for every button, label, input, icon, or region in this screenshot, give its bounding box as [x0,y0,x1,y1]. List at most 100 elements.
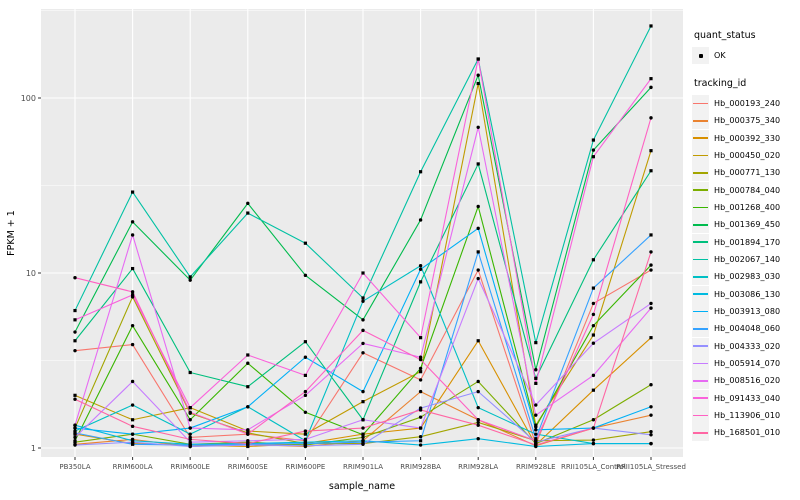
data-point[interactable] [361,351,365,355]
data-point[interactable] [303,432,307,436]
data-point[interactable] [131,442,135,446]
legend-entry-Hb_000193_240[interactable]: Hb_000193_240 [692,95,798,112]
data-point[interactable] [419,336,423,340]
data-point[interactable] [591,155,595,159]
data-point[interactable] [73,330,77,334]
data-point[interactable] [649,306,653,310]
legend-entry-Hb_113906_010[interactable]: Hb_113906_010 [692,406,798,424]
legend-entry-Hb_002067_140[interactable]: Hb_002067_140 [692,250,798,268]
data-point[interactable] [591,323,596,328]
data-point[interactable] [649,116,653,120]
data-point[interactable] [591,426,596,430]
data-point[interactable] [476,81,480,86]
data-point[interactable] [476,162,480,166]
legend-entry-Hb_168501_010[interactable]: Hb_168501_010 [692,424,798,442]
data-point[interactable] [591,441,596,446]
data-point[interactable] [73,348,77,353]
data-point[interactable] [73,308,77,313]
data-point[interactable] [246,441,250,446]
data-point[interactable] [73,339,77,343]
data-point[interactable] [361,389,365,394]
data-point[interactable] [73,423,77,427]
legend-entry-Hb_000375_340[interactable]: Hb_000375_340 [692,112,798,130]
data-point[interactable] [649,77,653,81]
data-point[interactable] [361,426,365,430]
data-point[interactable] [476,437,480,441]
data-point[interactable] [476,57,480,61]
data-point[interactable] [130,440,135,444]
data-point[interactable] [361,433,365,437]
legend-entry-Hb_000392_330[interactable]: Hb_000392_330 [692,129,798,147]
data-point[interactable] [303,444,308,448]
data-point[interactable] [130,342,135,347]
data-point[interactable] [130,424,135,429]
data-point[interactable] [303,241,307,245]
data-point[interactable] [303,437,308,442]
data-point[interactable] [534,437,538,441]
data-point[interactable] [591,258,595,262]
data-point[interactable] [73,318,77,322]
data-point[interactable] [649,169,653,173]
data-point[interactable] [188,275,192,279]
data-point[interactable] [73,393,77,397]
legend-entry-Hb_001894_170[interactable]: Hb_001894_170 [692,233,798,251]
data-point[interactable] [534,376,538,380]
data-point[interactable] [303,410,308,414]
data-point[interactable] [246,432,250,436]
data-point[interactable] [534,423,538,427]
data-point[interactable] [188,410,192,414]
data-point[interactable] [534,428,538,432]
data-point[interactable] [649,24,653,28]
data-point[interactable] [649,250,653,254]
data-point[interactable] [246,201,250,206]
data-point[interactable] [361,418,365,422]
data-point[interactable] [131,418,135,422]
data-point[interactable] [534,341,538,345]
data-point[interactable] [130,379,135,384]
data-point[interactable] [476,125,480,130]
data-point[interactable] [418,366,423,371]
data-point[interactable] [649,429,653,434]
data-point[interactable] [246,439,250,443]
data-point[interactable] [418,408,423,412]
legend-entry-Hb_002983_030[interactable]: Hb_002983_030 [692,268,798,286]
data-point[interactable] [591,301,596,306]
data-point[interactable] [649,301,653,306]
data-point[interactable] [476,276,480,281]
data-point[interactable] [303,389,308,394]
data-point[interactable] [534,432,538,436]
data-point[interactable] [591,388,595,392]
data-point[interactable] [649,382,653,387]
data-point[interactable] [649,336,653,340]
data-point[interactable] [418,378,423,382]
data-point[interactable] [73,397,77,401]
legend-entry-Hb_008516_020[interactable]: Hb_008516_020 [692,372,798,390]
legend-entry-Hb_001369_450[interactable]: Hb_001369_450 [692,216,798,234]
data-point[interactable] [591,138,595,142]
data-point[interactable] [591,373,596,378]
data-point[interactable] [246,211,250,215]
data-point[interactable] [534,403,538,407]
data-point[interactable] [649,413,653,417]
data-point[interactable] [476,420,480,425]
legend-entry-Hb_000450_020[interactable]: Hb_000450_020 [692,146,798,164]
data-point[interactable] [418,443,423,447]
data-point[interactable] [130,290,135,294]
data-point[interactable] [591,333,595,337]
data-point[interactable] [591,418,596,422]
legend-entry-Hb_005914_070[interactable]: Hb_005914_070 [692,354,798,372]
data-point[interactable] [534,425,538,429]
data-point[interactable] [188,370,192,375]
data-point[interactable] [534,413,538,417]
data-point[interactable] [476,268,480,272]
data-point[interactable] [418,435,423,439]
data-point[interactable] [418,218,423,222]
data-point[interactable] [73,435,77,440]
data-point[interactable] [419,370,423,374]
data-point[interactable] [188,278,192,282]
data-point[interactable] [591,312,596,317]
data-point[interactable] [303,355,308,359]
data-point[interactable] [188,432,192,436]
data-point[interactable] [419,170,423,174]
data-point[interactable] [303,373,307,377]
